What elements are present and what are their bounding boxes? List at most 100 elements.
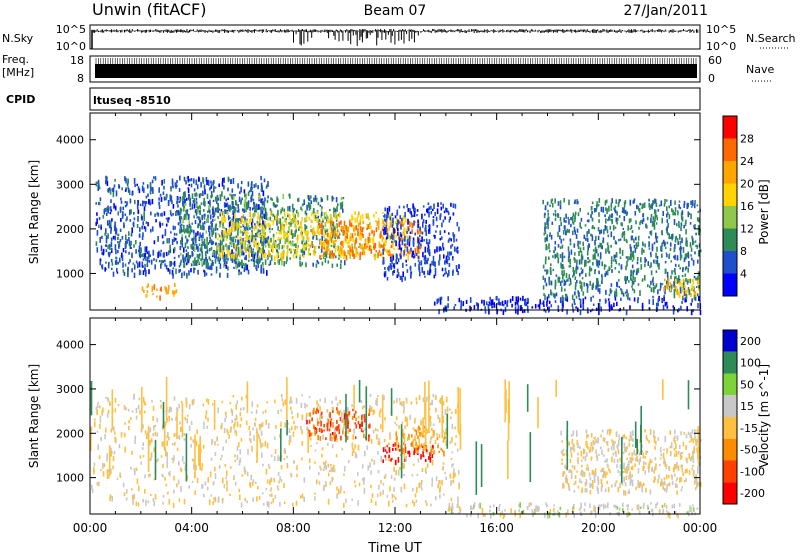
scatter-cell bbox=[245, 254, 247, 261]
scatter-cell bbox=[560, 262, 562, 267]
scatter-cell bbox=[305, 230, 308, 236]
scatter-cell bbox=[219, 263, 222, 269]
scatter-cell bbox=[251, 445, 253, 452]
scatter-cell bbox=[323, 214, 326, 220]
scatter-cell bbox=[184, 198, 186, 205]
scatter-cell bbox=[579, 280, 581, 285]
scatter-cell bbox=[274, 215, 276, 221]
scatter-cell bbox=[661, 242, 663, 247]
scatter-cell bbox=[300, 402, 303, 408]
scatter-cell bbox=[105, 244, 107, 247]
scatter-cell bbox=[272, 240, 275, 245]
scatter-cell bbox=[632, 280, 635, 285]
scatter-cell bbox=[595, 285, 597, 290]
scatter-cell bbox=[182, 196, 184, 202]
scatter-cell bbox=[228, 434, 230, 439]
scatter-cell bbox=[247, 239, 250, 243]
scatter-cell bbox=[289, 257, 291, 260]
scatter-cell bbox=[597, 235, 600, 241]
scatter-cell bbox=[187, 253, 189, 259]
scatter-cell bbox=[448, 232, 450, 235]
scatter-cell bbox=[283, 225, 285, 231]
scatter-cell bbox=[562, 266, 565, 270]
scatter-cell bbox=[231, 204, 234, 210]
scatter-cell bbox=[379, 491, 382, 497]
scatter-cell bbox=[380, 244, 383, 248]
scatter-cell bbox=[272, 498, 275, 503]
scatter-cell bbox=[160, 197, 163, 202]
scatter-cell bbox=[165, 265, 168, 270]
scatter-cell bbox=[317, 403, 320, 407]
scatter-cell bbox=[252, 212, 255, 218]
scatter-cell bbox=[331, 195, 334, 202]
scatter-cell bbox=[498, 298, 500, 304]
scatter-cell bbox=[637, 241, 640, 247]
scatter-cell bbox=[137, 485, 140, 492]
scatter-cell bbox=[447, 303, 449, 309]
scatter-cell bbox=[616, 211, 618, 216]
scatter-cell bbox=[199, 219, 201, 223]
scatter-cell bbox=[179, 262, 182, 266]
scatter-cell bbox=[177, 211, 179, 216]
scatter-cell bbox=[664, 301, 667, 307]
scatter-cell bbox=[129, 243, 132, 250]
scatter-cell bbox=[577, 240, 579, 247]
scatter-cell bbox=[437, 483, 439, 489]
scatter-cell bbox=[265, 237, 268, 240]
scatter-cell bbox=[417, 223, 419, 229]
scatter-cell bbox=[238, 261, 240, 264]
scatter-cell bbox=[633, 244, 636, 248]
scatter-cell bbox=[179, 224, 182, 228]
scatter-cell bbox=[491, 299, 494, 305]
scatter-cell bbox=[153, 425, 155, 431]
colorbar-swatch bbox=[723, 116, 737, 139]
scatter-cell bbox=[217, 205, 220, 210]
scatter-cell bbox=[321, 447, 324, 451]
scatter-cell bbox=[354, 452, 357, 455]
scatter-cell bbox=[694, 291, 697, 297]
scatter-cell bbox=[211, 231, 213, 237]
scatter-cell bbox=[328, 413, 330, 418]
scatter-cell bbox=[620, 288, 622, 291]
scatter-cell bbox=[235, 261, 238, 267]
scatter-cell bbox=[210, 180, 212, 184]
scatter-cell bbox=[453, 246, 456, 251]
scatter-cell bbox=[615, 217, 618, 223]
scatter-cell bbox=[186, 226, 189, 231]
scatter-cell bbox=[445, 305, 448, 311]
scatter-cell bbox=[362, 234, 364, 238]
scatter-cell bbox=[213, 180, 215, 184]
scatter-cell bbox=[106, 475, 109, 479]
scatter-cell bbox=[320, 221, 322, 227]
scatter-cell bbox=[135, 407, 138, 414]
scatter-cell bbox=[210, 185, 212, 189]
scatter-cell bbox=[489, 296, 491, 301]
scatter-cell bbox=[141, 216, 143, 221]
scatter-cell bbox=[165, 217, 168, 220]
scatter-cell bbox=[224, 235, 226, 238]
scatter-cell bbox=[565, 273, 568, 279]
scatter-cell bbox=[291, 233, 294, 239]
scatter-cell bbox=[447, 251, 449, 258]
scatter-cell bbox=[219, 255, 221, 261]
scatter-cell bbox=[114, 431, 116, 435]
scatter-cell bbox=[257, 185, 259, 190]
scatter-cell bbox=[390, 253, 392, 258]
scatter-cell bbox=[310, 195, 312, 199]
scatter-cell bbox=[663, 296, 665, 302]
scatter-cell bbox=[415, 397, 418, 401]
scatter-cell bbox=[373, 409, 376, 414]
scatter-cell bbox=[560, 238, 563, 244]
scatter-cell bbox=[397, 469, 400, 476]
scatter-cell bbox=[261, 443, 264, 448]
scatter-cell bbox=[253, 438, 255, 441]
scatter-cell bbox=[393, 477, 396, 481]
scatter-cell bbox=[215, 256, 218, 259]
scatter-cell bbox=[266, 442, 269, 449]
scatter-cell bbox=[163, 185, 165, 190]
scatter-cell bbox=[162, 191, 165, 195]
scatter-cell bbox=[574, 293, 576, 296]
scatter-cell bbox=[694, 200, 696, 204]
scatter-cell bbox=[638, 208, 641, 213]
scatter-cell bbox=[255, 240, 257, 247]
